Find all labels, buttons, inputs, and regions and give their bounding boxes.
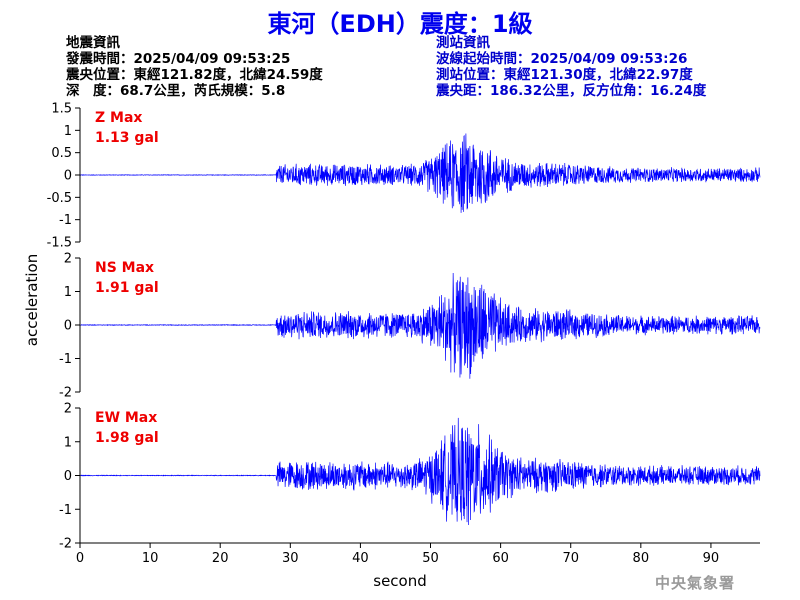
trace-ew — [79, 417, 761, 525]
y-tick-label-ew: -2 — [59, 537, 72, 552]
depth-magnitude: 深 度：68.7公里，芮氏規模：5.8 — [66, 83, 286, 99]
station-location: 測站位置：東經121.30度，北緯22.97度 — [436, 67, 693, 83]
y-tick-label-ns: -2 — [59, 386, 72, 401]
x-tick-label: 70 — [562, 551, 579, 566]
max-title-ns: NS Max — [95, 260, 154, 276]
trace-ns — [79, 273, 761, 379]
station-info: 測站資訊 波線起始時間：2025/04/09 09:53:26 測站位置：東經1… — [436, 35, 706, 99]
y-tick-label-ew: 2 — [64, 402, 72, 417]
panel-z: -1.5 -1 -0.5 0 0.5 1 1.5 Z Max 1.13 gal — [47, 102, 761, 251]
x-tick-label: 90 — [703, 551, 720, 566]
earthquake-info: 地震資訊 發震時間：2025/04/09 09:53:25 震央位置：東經121… — [66, 35, 323, 99]
y-tick-label-z: 0.5 — [51, 146, 72, 161]
wave-start-time: 波線起始時間：2025/04/09 09:53:26 — [436, 51, 688, 67]
max-title-z: Z Max — [95, 110, 142, 126]
x-tick-label: 40 — [352, 551, 369, 566]
agency-watermark: 中央氣象署 — [655, 574, 736, 592]
earthquake-info-heading: 地震資訊 — [66, 35, 120, 51]
y-tick-label-ns: 2 — [64, 252, 72, 267]
panel-ns: -2 -1 0 1 2 NS Max 1.91 gal — [59, 252, 761, 401]
chart-title: 東河（EDH）震度：1級 — [267, 10, 533, 38]
y-tick-label-z: 1 — [64, 124, 72, 139]
x-tick-label: 10 — [142, 551, 159, 566]
y-tick-label-z: 1.5 — [51, 102, 72, 117]
x-tick-label: 0 — [76, 551, 84, 566]
y-axis-label: acceleration — [23, 254, 41, 346]
x-tick-label: 30 — [282, 551, 299, 566]
x-axis-label: second — [373, 572, 427, 590]
y-tick-label-z: -1.5 — [47, 236, 72, 251]
epicentral-distance-azimuth: 震央距：186.32公里，反方位角：16.24度 — [436, 83, 707, 99]
y-tick-label-ns: 1 — [64, 285, 72, 300]
origin-time: 發震時間：2025/04/09 09:53:25 — [66, 51, 291, 67]
max-title-ew: EW Max — [95, 410, 157, 426]
panel-ew: -2 -1 0 1 2 EW Max 1.98 gal — [59, 402, 761, 552]
max-value-ew: 1.98 gal — [95, 430, 159, 446]
station-info-heading: 測站資訊 — [436, 35, 490, 51]
x-tick-label: 20 — [212, 551, 229, 566]
y-tick-label-ns: -1 — [59, 352, 72, 367]
epicenter-location: 震央位置：東經121.82度，北緯24.59度 — [66, 67, 323, 83]
y-tick-label-ns: 0 — [64, 319, 72, 334]
x-tick-label: 80 — [633, 551, 650, 566]
max-value-z: 1.13 gal — [95, 130, 159, 146]
y-tick-label-ew: 1 — [64, 435, 72, 450]
y-tick-label-ew: -1 — [59, 503, 72, 518]
y-tick-label-z: 0 — [64, 169, 72, 184]
x-tick-label: 60 — [492, 551, 509, 566]
trace-z — [79, 133, 761, 213]
y-tick-label-z: -1 — [59, 213, 72, 228]
y-tick-label-ew: 0 — [64, 469, 72, 484]
x-tick-label: 50 — [422, 551, 439, 566]
max-value-ns: 1.91 gal — [95, 280, 159, 296]
y-tick-label-z: -0.5 — [47, 191, 72, 206]
